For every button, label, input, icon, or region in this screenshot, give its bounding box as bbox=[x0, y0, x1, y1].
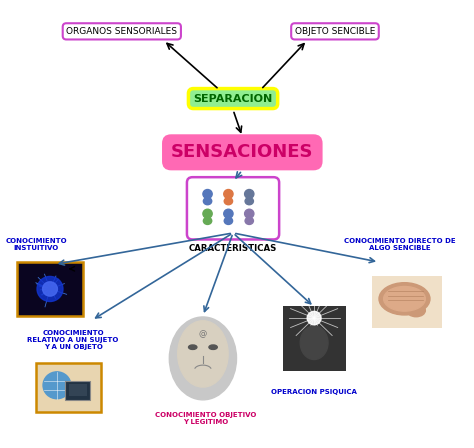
Text: SENSACIONES: SENSACIONES bbox=[171, 143, 314, 161]
FancyBboxPatch shape bbox=[69, 384, 87, 396]
Text: OBJETO SENCIBLE: OBJETO SENCIBLE bbox=[295, 27, 375, 36]
Text: CONOCIMIENTO
INSTUITIVO: CONOCIMIENTO INSTUITIVO bbox=[5, 237, 67, 251]
Ellipse shape bbox=[300, 326, 328, 359]
Ellipse shape bbox=[224, 198, 233, 205]
Text: CONOCIMIENTO
RELATIVO A UN SUJETO
Y A UN OBJETO: CONOCIMIENTO RELATIVO A UN SUJETO Y A UN… bbox=[27, 331, 119, 350]
FancyBboxPatch shape bbox=[36, 363, 101, 412]
Circle shape bbox=[307, 311, 321, 325]
Circle shape bbox=[37, 276, 63, 302]
FancyBboxPatch shape bbox=[283, 306, 346, 371]
FancyBboxPatch shape bbox=[65, 381, 91, 400]
Text: OPERACION PSIQUICA: OPERACION PSIQUICA bbox=[271, 389, 357, 395]
Circle shape bbox=[43, 372, 71, 399]
Ellipse shape bbox=[169, 317, 237, 400]
Ellipse shape bbox=[407, 304, 425, 317]
Ellipse shape bbox=[245, 217, 254, 224]
Ellipse shape bbox=[178, 321, 228, 387]
Circle shape bbox=[224, 209, 233, 218]
FancyBboxPatch shape bbox=[372, 276, 442, 328]
Circle shape bbox=[245, 209, 254, 218]
Ellipse shape bbox=[209, 345, 217, 349]
Ellipse shape bbox=[379, 283, 430, 315]
Text: CONOCIMIENTO DIRECTO DE
ALGO SENCIBLE: CONOCIMIENTO DIRECTO DE ALGO SENCIBLE bbox=[344, 237, 456, 251]
Text: CARACTERISTICAS: CARACTERISTICAS bbox=[189, 244, 277, 253]
Text: CONOCIMIENTO OBJETIVO
Y LEGITIMO: CONOCIMIENTO OBJETIVO Y LEGITIMO bbox=[155, 412, 256, 426]
Ellipse shape bbox=[224, 217, 233, 224]
Text: ORGANOS SENSORIALES: ORGANOS SENSORIALES bbox=[66, 27, 177, 36]
Ellipse shape bbox=[203, 198, 212, 205]
Ellipse shape bbox=[203, 217, 212, 224]
Circle shape bbox=[224, 190, 233, 198]
Ellipse shape bbox=[383, 287, 425, 311]
FancyBboxPatch shape bbox=[18, 262, 82, 316]
Text: SEPARACION: SEPARACION bbox=[193, 94, 273, 103]
Circle shape bbox=[245, 190, 254, 198]
FancyBboxPatch shape bbox=[187, 177, 279, 239]
Ellipse shape bbox=[189, 345, 197, 349]
Text: @: @ bbox=[199, 329, 207, 338]
Circle shape bbox=[43, 282, 57, 296]
Circle shape bbox=[203, 209, 212, 218]
Circle shape bbox=[203, 190, 212, 198]
Ellipse shape bbox=[245, 198, 254, 205]
